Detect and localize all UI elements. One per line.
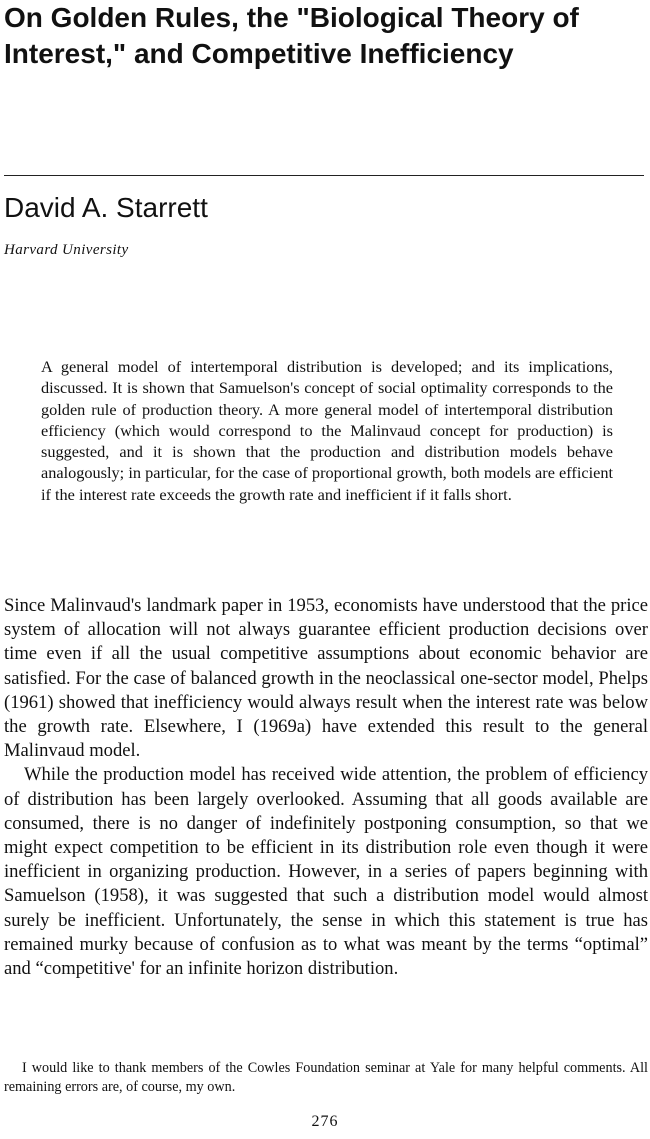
body-paragraph-2: While the production model has received …	[4, 764, 648, 980]
acknowledgement-footnote: I would like to thank members of the Cow…	[4, 1060, 648, 1095]
article-title: On Golden Rules, the "Biological Theory …	[4, 2, 579, 69]
article-body: Since Malinvaud's landmark paper in 1953…	[4, 594, 648, 981]
body-paragraph-1: Since Malinvaud's landmark paper in 1953…	[4, 595, 648, 762]
title-divider	[4, 175, 644, 176]
author-affiliation: Harvard University	[4, 242, 129, 258]
author-name: David A. Starrett	[4, 192, 208, 223]
abstract: A general model of intertemporal distrib…	[41, 357, 613, 504]
page-number: 276	[311, 1113, 339, 1130]
